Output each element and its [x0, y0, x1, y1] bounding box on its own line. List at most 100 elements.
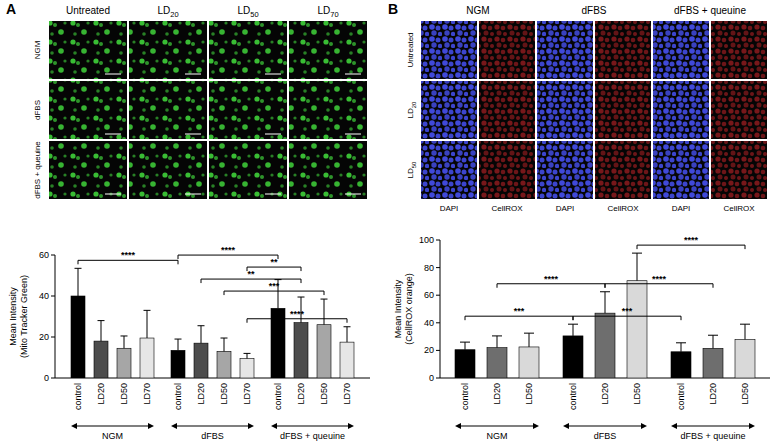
bar — [194, 343, 208, 378]
error-cap — [244, 353, 251, 354]
channel-label: CellROX — [607, 204, 639, 213]
significance-bracket — [247, 319, 347, 323]
error-bar — [600, 292, 610, 313]
bar — [671, 352, 691, 378]
error-cap — [676, 342, 686, 343]
error-stem — [713, 335, 714, 348]
label-subscript: 20 — [170, 10, 178, 19]
y-tick — [51, 378, 55, 379]
y-axis — [55, 255, 56, 378]
error-bar — [708, 335, 718, 348]
error-stem — [78, 268, 79, 296]
bar — [703, 348, 723, 378]
group-arrow — [563, 423, 647, 429]
bar — [735, 339, 755, 378]
significance-bracket — [465, 316, 573, 320]
group-label: dFBS + queuine — [280, 431, 345, 441]
error-cap — [121, 335, 128, 336]
arrow-head — [455, 423, 461, 429]
micrograph — [653, 21, 709, 79]
y-tick — [436, 350, 440, 351]
bar — [117, 348, 131, 378]
channel-label: DAPI — [556, 204, 575, 213]
bar — [519, 347, 539, 378]
label-part: LD — [157, 5, 170, 16]
x-tick-label: LD50 — [524, 383, 534, 405]
significance-label: ** — [270, 257, 278, 267]
error-cap — [75, 268, 82, 269]
arrow-head — [348, 423, 354, 429]
error-bar — [492, 336, 502, 348]
micrograph — [537, 21, 593, 79]
arrow-head — [271, 423, 277, 429]
y-axis-label: Mean Intensity — [393, 279, 403, 338]
panel-a-images: AUntreatedLD20LD50LD70NGMdFBSdFBS + queu… — [6, 1, 367, 199]
error-bar — [221, 338, 228, 351]
micrograph — [129, 21, 207, 79]
y-tick — [436, 267, 440, 268]
significance-label: **** — [652, 274, 667, 284]
significance-label: *** — [622, 306, 633, 316]
y-tick — [51, 337, 55, 338]
label-part: LD — [406, 108, 415, 118]
label-subscript: 20 — [411, 101, 417, 108]
significance-bracket — [178, 255, 278, 259]
x-tick-label: control — [273, 383, 283, 410]
x-tick-label: control — [460, 383, 470, 410]
scale-bar — [345, 134, 361, 135]
arrow-line — [457, 425, 537, 426]
group-arrow — [271, 423, 354, 429]
micrograph — [479, 21, 535, 79]
y-tick-label: 20 — [39, 332, 49, 342]
error-cap — [740, 324, 750, 325]
row-header: Untreated — [406, 32, 415, 67]
error-stem — [347, 327, 348, 342]
label-part: LD — [317, 5, 330, 16]
label-part: LD — [237, 5, 250, 16]
micrograph — [479, 81, 535, 139]
error-bar — [98, 321, 105, 342]
micrograph — [129, 141, 207, 199]
group-label: NGM — [487, 431, 508, 441]
error-stem — [637, 253, 638, 281]
error-stem — [224, 338, 225, 351]
x-tick-label: LD50 — [740, 383, 750, 405]
micrograph — [209, 141, 287, 199]
significance-bracket — [247, 267, 301, 271]
label-part: LD — [406, 168, 415, 178]
arrow-head — [248, 423, 254, 429]
arrow-head — [533, 423, 539, 429]
micrograph — [289, 21, 367, 79]
column-header: LD20 — [157, 5, 178, 19]
y-axis-label: (CellROX orange) — [404, 273, 414, 345]
micrograph — [653, 81, 709, 139]
bracket-line — [465, 316, 573, 320]
error-stem — [147, 310, 148, 338]
arrow-line — [273, 425, 352, 426]
x-tick-label: LD20 — [600, 383, 610, 405]
y-tick-label: 60 — [424, 290, 434, 300]
channel-label: DAPI — [672, 204, 691, 213]
significance-bracket — [605, 284, 713, 288]
error-bar — [460, 342, 470, 350]
arrow-line — [173, 425, 252, 426]
group-arrow — [455, 423, 539, 429]
error-bar — [321, 299, 328, 325]
error-bar — [740, 324, 750, 339]
x-tick-label: control — [73, 383, 83, 410]
column-header: dFBS + queuine — [674, 5, 746, 16]
row-header: LD20 — [406, 101, 417, 119]
x-tick-label: LD20 — [96, 383, 106, 405]
column-header: LD50 — [237, 5, 258, 19]
row-header: dFBS — [33, 100, 42, 120]
group-label: dFBS — [594, 431, 617, 441]
error-bar — [524, 333, 534, 347]
y-tick-label: 40 — [39, 291, 49, 301]
micrograph — [421, 21, 477, 79]
label-subscript: 50 — [250, 10, 258, 19]
error-bar — [144, 310, 151, 338]
bar — [487, 348, 507, 378]
error-stem — [605, 292, 606, 313]
y-tick — [436, 322, 440, 323]
bracket-line — [224, 291, 324, 295]
